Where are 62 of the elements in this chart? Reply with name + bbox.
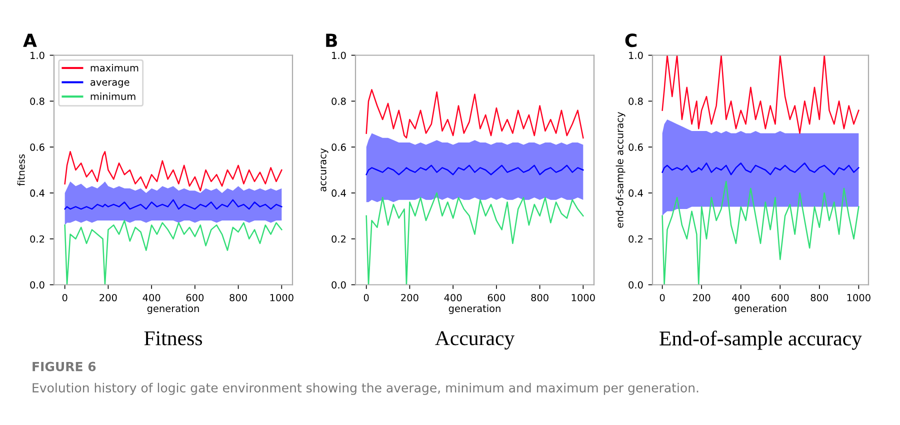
legend-label: minimum xyxy=(90,92,136,100)
y-tick-label: 0.6 xyxy=(628,144,643,151)
line-series xyxy=(366,192,584,285)
x-tick-label: 400 xyxy=(732,294,750,302)
y-axis-title: fitness xyxy=(17,154,25,186)
text: Fitness xyxy=(144,331,202,346)
chart-title: B xyxy=(326,34,337,47)
line-series xyxy=(366,164,584,176)
y-axis-title: accuracy xyxy=(320,148,328,192)
y-tick-label: 0.6 xyxy=(30,144,44,151)
line-series xyxy=(64,199,282,210)
x-tick-label: 600 xyxy=(186,294,204,302)
x-tick-label: 800 xyxy=(810,294,828,302)
x-tick-label: 0 xyxy=(62,294,68,302)
x-tick-label: 800 xyxy=(230,294,247,302)
x-tick-label: 200 xyxy=(693,294,710,302)
y-tick-label: 0.0 xyxy=(628,281,643,289)
x-tick-label: 1000 xyxy=(847,294,870,302)
y-tick-label: 0.6 xyxy=(332,144,346,151)
x-tick-label: 0 xyxy=(364,294,369,302)
line-series xyxy=(366,89,584,138)
y-tick-label: 0.8 xyxy=(332,98,346,105)
y-tick-label: 0.4 xyxy=(332,189,346,197)
y-tick-label: 0.4 xyxy=(628,189,643,197)
y-tick-label: 1.0 xyxy=(629,52,643,60)
x-tick-label: 800 xyxy=(531,294,548,302)
x-tick-label: 1000 xyxy=(270,294,294,302)
x-tick-label: 600 xyxy=(488,294,506,302)
x-tick-label: 600 xyxy=(772,294,789,302)
text: End-of-sample accuracy xyxy=(660,330,862,350)
y-tick-label: 0.2 xyxy=(628,235,642,243)
x-axis-title: generation xyxy=(448,304,500,314)
y-tick-label: 1.0 xyxy=(332,52,346,60)
x-tick-label: 200 xyxy=(100,294,117,302)
y-axis-title: end-of-sample accuracy xyxy=(616,112,626,228)
y-tick-label: 0.2 xyxy=(332,235,346,243)
y-tick-label: 0.8 xyxy=(30,98,44,105)
x-tick-label: 400 xyxy=(142,294,160,302)
line-series xyxy=(64,220,282,285)
y-tick-label: 0.2 xyxy=(30,235,44,243)
text: Evolution history of logic gate environment showing the average, minimum and maximum per generation. xyxy=(32,382,698,395)
line-series xyxy=(662,55,860,134)
chart-title: A xyxy=(23,34,37,47)
line-series xyxy=(64,151,282,192)
y-tick-label: 0.0 xyxy=(30,281,44,289)
x-tick-label: 0 xyxy=(660,294,665,302)
x-axis-title: generation xyxy=(734,304,786,314)
y-tick-label: 0.8 xyxy=(628,98,643,105)
y-tick-label: 0.4 xyxy=(30,189,44,197)
x-tick-label: 200 xyxy=(401,294,418,302)
legend-label: maximum xyxy=(90,64,138,72)
legend-label: average xyxy=(90,80,130,88)
x-tick-label: 400 xyxy=(444,294,462,302)
caption: FIGURE 6 xyxy=(32,362,96,372)
y-tick-label: 1.0 xyxy=(30,52,44,60)
line-series xyxy=(662,162,860,176)
x-axis-title: generation xyxy=(147,304,199,314)
x-tick-label: 1000 xyxy=(572,294,595,302)
y-tick-label: 0.0 xyxy=(332,281,346,289)
text: Accuracy xyxy=(435,331,515,350)
chart-title: C xyxy=(625,34,637,48)
line-series xyxy=(662,180,860,285)
